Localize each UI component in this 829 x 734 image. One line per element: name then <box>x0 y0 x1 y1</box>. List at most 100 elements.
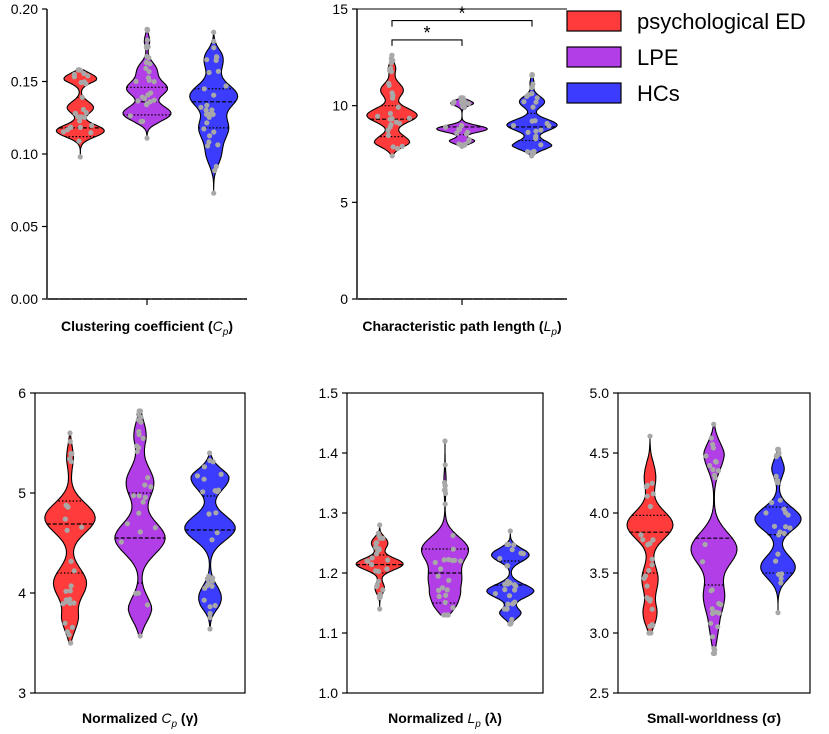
data-point <box>60 129 67 135</box>
plot-frame <box>617 392 811 694</box>
violin-psychological-ed <box>626 436 674 634</box>
data-point <box>204 576 210 582</box>
data-point <box>375 530 381 536</box>
data-point <box>71 74 77 80</box>
data-point <box>213 163 219 170</box>
data-point <box>207 626 213 632</box>
data-point <box>715 468 722 474</box>
data-point <box>773 558 779 564</box>
data-point <box>644 482 650 488</box>
y-tick-label: 4.0 <box>590 505 610 521</box>
data-point <box>444 587 450 593</box>
data-point <box>83 110 89 116</box>
data-point <box>137 408 143 414</box>
data-point <box>148 90 154 96</box>
data-point <box>77 118 83 124</box>
data-point <box>81 79 87 85</box>
data-point <box>647 597 653 603</box>
data-point <box>778 580 784 586</box>
data-point <box>143 59 149 66</box>
significance-bracket <box>391 39 463 46</box>
y-tick-label: 4 <box>18 585 26 601</box>
data-point <box>442 599 448 606</box>
data-point <box>145 475 151 481</box>
data-point <box>211 129 217 135</box>
data-point <box>151 97 157 103</box>
data-point <box>64 527 70 533</box>
x-axis-label: Normalized Lp (λ) <box>388 710 502 730</box>
data-point <box>406 115 412 121</box>
legend-swatch-lpe <box>566 46 622 68</box>
data-point <box>144 37 150 43</box>
data-point <box>140 499 146 505</box>
data-point <box>201 464 207 470</box>
data-point <box>211 29 217 35</box>
y-tick-label: 1.5 <box>319 385 339 401</box>
data-point <box>703 453 709 459</box>
data-point <box>137 633 143 639</box>
data-point <box>708 620 714 626</box>
data-point <box>204 120 210 126</box>
data-point <box>377 522 383 528</box>
data-point <box>710 467 716 473</box>
data-point <box>529 72 535 78</box>
data-point <box>454 130 460 136</box>
data-point <box>210 459 216 465</box>
data-point <box>707 463 713 469</box>
data-point <box>441 480 448 486</box>
data-point <box>211 45 217 51</box>
data-point <box>127 113 133 119</box>
y-tick-label: 2.5 <box>590 685 610 701</box>
data-point <box>446 556 452 563</box>
data-point <box>531 148 537 154</box>
data-point <box>399 143 405 149</box>
data-point <box>373 540 379 546</box>
data-point <box>214 530 220 536</box>
data-point <box>387 110 393 117</box>
data-point <box>210 575 216 581</box>
data-point <box>364 558 370 564</box>
data-point <box>201 126 207 132</box>
data-point <box>442 501 448 507</box>
data-point <box>65 504 71 510</box>
legend-swatch-psychological-ed <box>566 10 622 32</box>
data-point <box>215 68 221 74</box>
chart-panel-3: 3 4 5 6 Normalized Cp (γ) <box>18 385 246 730</box>
data-point <box>194 473 201 479</box>
data-point <box>204 102 210 108</box>
data-point <box>152 525 158 531</box>
y-tick-label: 1.3 <box>319 505 339 521</box>
data-point <box>507 621 513 627</box>
data-point <box>68 640 74 646</box>
data-point <box>777 497 783 503</box>
data-point <box>505 563 511 569</box>
data-point <box>709 606 715 612</box>
data-point <box>442 438 448 444</box>
data-point <box>638 532 644 538</box>
data-point <box>375 113 381 119</box>
data-point <box>67 430 73 436</box>
data-point <box>644 583 650 589</box>
data-point <box>647 630 653 636</box>
legend-item-hcs: HCs <box>566 81 680 106</box>
data-point <box>645 542 651 548</box>
violin-lpe <box>690 423 738 654</box>
x-axis-label: Small-worldness (σ) <box>647 710 781 726</box>
legend-label-hcs: HCs <box>637 81 680 106</box>
plot-frame <box>346 392 544 694</box>
y-tick-label: 0.05 <box>11 219 38 235</box>
data-point <box>776 532 782 538</box>
data-point <box>650 622 656 629</box>
data-point <box>439 585 446 591</box>
data-point <box>201 86 207 92</box>
data-point <box>209 107 215 113</box>
data-point <box>436 593 442 600</box>
data-point <box>68 459 74 465</box>
data-point <box>203 107 209 113</box>
data-point <box>457 558 464 564</box>
data-point <box>71 568 77 574</box>
data-point <box>525 129 531 135</box>
data-point <box>69 624 75 631</box>
y-tick-label: 15 <box>332 1 348 17</box>
significance-bracket <box>391 20 533 27</box>
